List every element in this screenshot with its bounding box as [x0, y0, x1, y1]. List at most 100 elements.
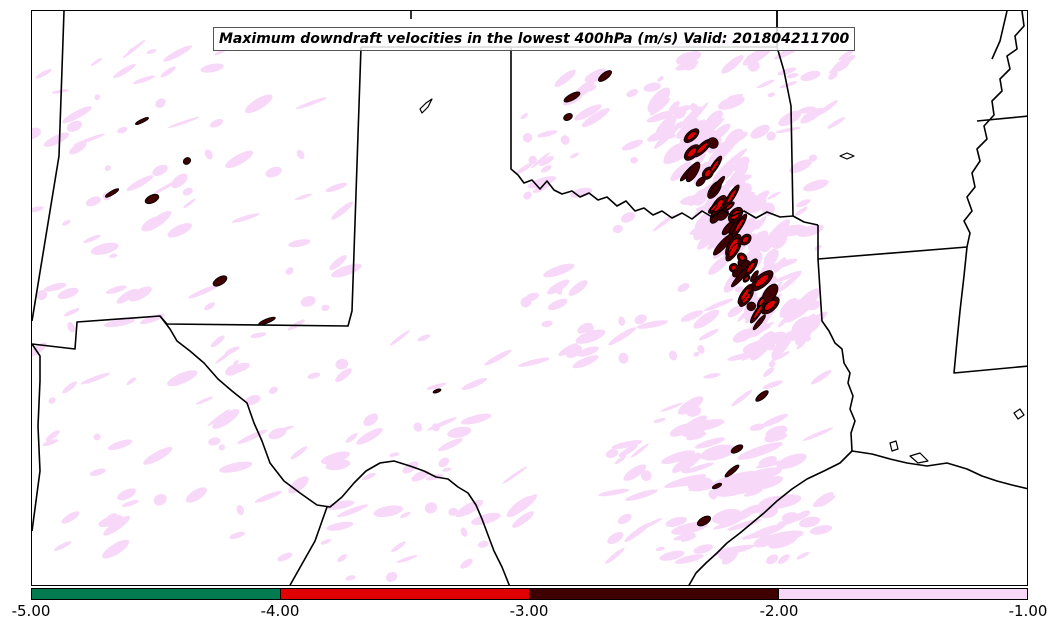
weak-downdraft-cell [89, 468, 106, 477]
strong-downdraft-cell [686, 131, 697, 141]
weak-downdraft-cell [431, 423, 440, 432]
weak-downdraft-cell [51, 89, 69, 94]
weak-downdraft-cell [547, 298, 568, 311]
weak-downdraft-cell [219, 461, 253, 473]
weak-downdraft-cell [636, 320, 669, 329]
weak-downdraft-cell [755, 215, 767, 230]
mexico-state-line-1 [289, 506, 328, 585]
weak-downdraft-cell [682, 452, 701, 469]
colorbar-tick-label: -1.00 [1008, 602, 1048, 620]
weak-downdraft-cell [295, 97, 327, 110]
weak-downdraft-cell [98, 514, 123, 528]
weak-downdraft-cell [622, 139, 643, 151]
weak-downdraft-cell [460, 413, 492, 425]
weak-downdraft-cell [233, 360, 239, 366]
weak-downdraft-cell [710, 123, 731, 141]
weak-downdraft-cell [117, 126, 128, 134]
weak-downdraft-cell [45, 430, 60, 442]
weak-downdraft-cell [146, 49, 157, 54]
colorbar-tick-label: -5.00 [11, 602, 51, 620]
weak-downdraft-cell [735, 191, 755, 212]
weak-downdraft-cell [63, 308, 80, 317]
gulf-coastline [688, 450, 853, 585]
weak-downdraft-cell [625, 489, 658, 501]
weak-downdraft-cell [288, 476, 309, 494]
weak-downdraft-cell [188, 284, 219, 299]
weak-downdraft-cell [523, 191, 532, 200]
moderate-downdraft-cell [696, 515, 712, 527]
weak-downdraft-cell [94, 94, 101, 100]
weak-downdraft-cell [133, 75, 155, 85]
strong-downdraft-cell [754, 274, 769, 288]
weak-downdraft-cell [838, 49, 855, 61]
weak-downdraft-cell [584, 68, 606, 82]
moderate-downdraft-cell [212, 275, 228, 287]
weak-downdraft-cell [448, 507, 459, 516]
weak-downdraft-cell [743, 219, 761, 237]
weak-downdraft-cell [572, 355, 599, 369]
weak-downdraft-cell [721, 55, 744, 74]
weak-downdraft-cell [143, 447, 173, 465]
moderate-downdraft-cell [432, 388, 442, 394]
weak-downdraft-cell [681, 423, 707, 438]
weak-downdraft-cell [300, 296, 316, 307]
weak-downdraft-cell [113, 63, 136, 79]
weak-downdraft-cell [817, 100, 838, 116]
colorbar-segment [32, 589, 280, 599]
weak-downdraft-cell [391, 541, 406, 553]
weak-downdraft-cell [765, 494, 802, 509]
weak-downdraft-cell [681, 464, 691, 474]
weak-downdraft-cell [527, 176, 557, 189]
weak-downdraft-cell [442, 467, 452, 472]
weak-downdraft-cell [460, 527, 468, 537]
colorbar-segment [529, 589, 778, 599]
weak-downdraft-cell [329, 255, 347, 271]
weak-downdraft-cell [654, 121, 683, 149]
weak-downdraft-cell [117, 488, 136, 501]
weak-downdraft-cell [833, 54, 856, 69]
moderate-downdraft-cell [746, 301, 757, 312]
weak-downdraft-cell [736, 217, 756, 237]
weak-downdraft-cell [778, 110, 802, 127]
moderate-downdraft-cell [135, 117, 149, 125]
weak-downdraft-cell [225, 346, 240, 355]
strong-downdraft-cell [728, 242, 739, 257]
weak-downdraft-shading [32, 37, 856, 582]
moderate-downdraft-cell [104, 188, 120, 198]
weak-downdraft-cell [518, 357, 550, 367]
weak-downdraft-cell [356, 427, 383, 445]
weak-downdraft-cell [640, 470, 652, 481]
weak-downdraft-cell [810, 369, 832, 385]
weak-downdraft-cell [684, 462, 714, 474]
weak-downdraft-cell [285, 267, 294, 275]
weak-downdraft-cell [389, 330, 411, 346]
weak-downdraft-cell [61, 511, 80, 524]
weak-downdraft-cell [670, 161, 692, 181]
weak-downdraft-cell [749, 423, 766, 431]
weak-downdraft-cell [90, 242, 119, 255]
weak-downdraft-cell [69, 141, 87, 155]
weak-downdraft-cell [62, 220, 71, 226]
weak-downdraft-cell [673, 532, 696, 541]
weak-downdraft-cell [611, 440, 643, 450]
weak-downdraft-cell [665, 516, 687, 527]
weak-downdraft-cell [659, 550, 685, 561]
weak-downdraft-cell [265, 166, 282, 178]
tennessee-line [976, 115, 1027, 122]
weak-downdraft-cell [400, 511, 411, 519]
strong-downdraft-cell [726, 189, 737, 204]
weak-downdraft-cell [331, 201, 354, 220]
weak-downdraft-cell [502, 466, 528, 484]
strong-downdraft-cell [758, 297, 765, 307]
weak-downdraft-cell [182, 187, 193, 196]
weak-downdraft-cell [612, 224, 623, 234]
weak-downdraft-cell [678, 106, 702, 129]
weak-downdraft-cell [537, 130, 558, 138]
weak-downdraft-cell [66, 120, 83, 132]
weak-downdraft-cell [516, 162, 533, 174]
weak-downdraft-cell [35, 68, 52, 79]
weak-downdraft-cell [389, 452, 400, 457]
weak-downdraft-cell [605, 448, 619, 459]
moderate-downdraft-cell [707, 137, 719, 149]
weak-downdraft-cell [447, 426, 472, 438]
